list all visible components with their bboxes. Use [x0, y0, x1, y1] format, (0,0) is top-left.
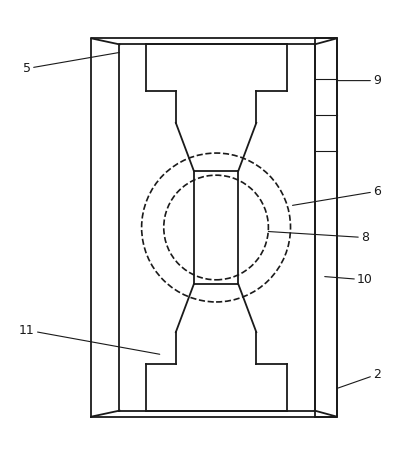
Text: 6: 6 [293, 185, 381, 205]
Text: 10: 10 [325, 273, 373, 286]
Text: 9: 9 [337, 74, 381, 87]
Text: 11: 11 [19, 324, 160, 354]
Text: 5: 5 [23, 52, 120, 75]
Text: 2: 2 [337, 368, 381, 389]
Text: 8: 8 [268, 231, 369, 244]
